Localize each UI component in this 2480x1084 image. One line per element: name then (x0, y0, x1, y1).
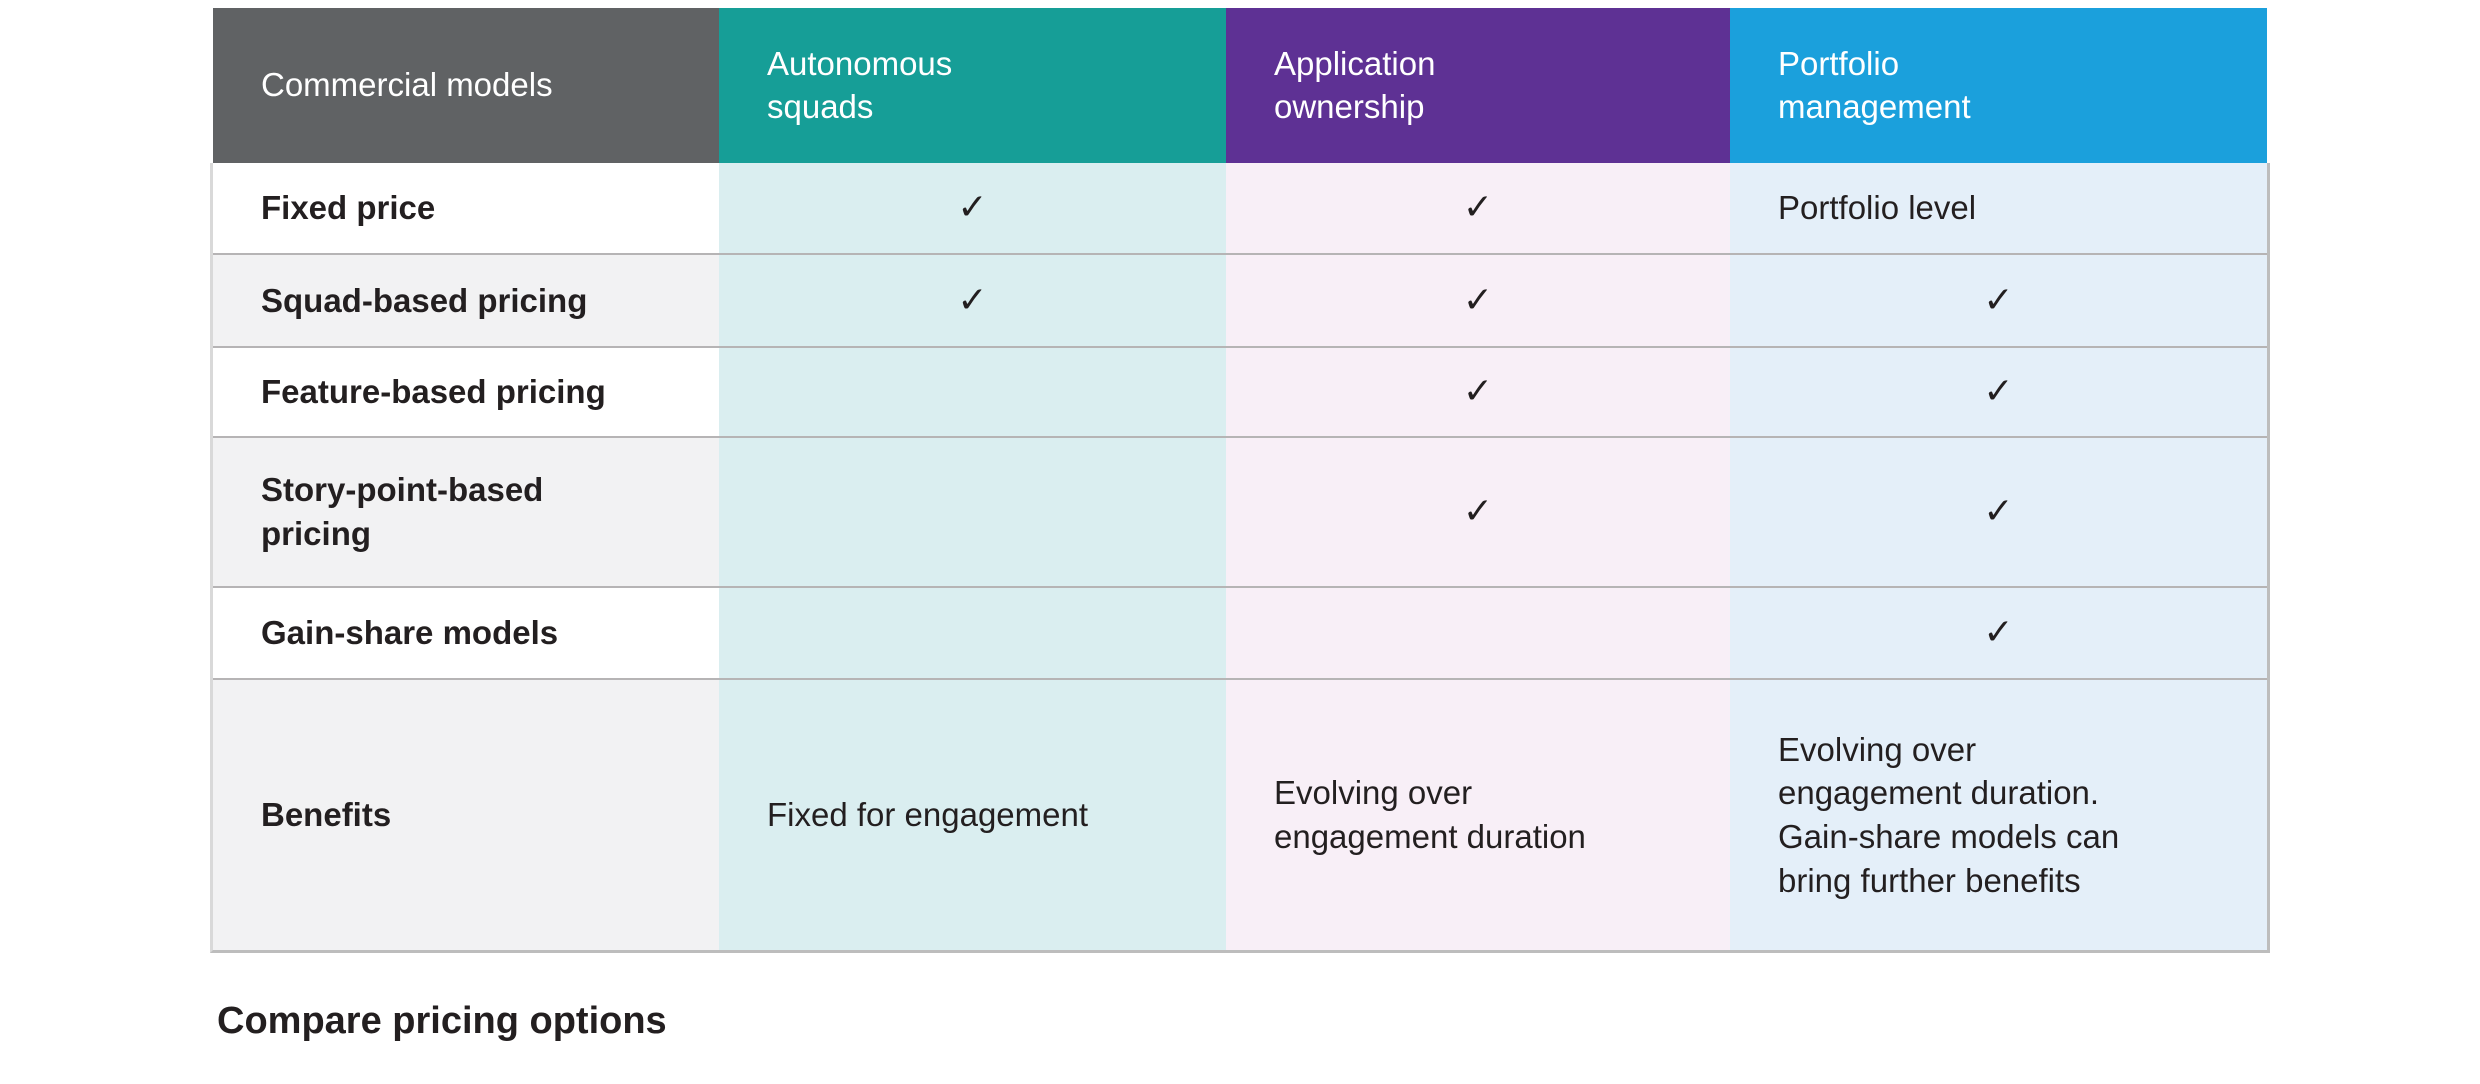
row-label-benefits: Benefits (213, 678, 719, 950)
check-cell: ✓ (1226, 253, 1730, 346)
check-cell: ✓ (1730, 253, 2267, 346)
check-cell: ✓ (1730, 586, 2267, 678)
check-cell: ✓ (1226, 346, 1730, 436)
column-header-application-ownership: Application ownership (1226, 8, 1730, 163)
empty-cell (1226, 586, 1730, 678)
text-cell-benefit-portfolio-management: Evolving over engagement duration. Gain-… (1730, 678, 2267, 950)
table-body: Fixed price ✓ ✓ Portfolio level Squad-ba… (210, 163, 2270, 953)
check-cell: ✓ (1730, 346, 2267, 436)
text-cell-portfolio-level: Portfolio level (1730, 163, 2267, 253)
check-cell: ✓ (1226, 436, 1730, 586)
pricing-comparison-table: Commercial models Autonomous squads Appl… (210, 8, 2270, 953)
check-cell: ✓ (1730, 436, 2267, 586)
check-cell: ✓ (719, 163, 1226, 253)
check-cell: ✓ (1226, 163, 1730, 253)
row-label-feature-based-pricing: Feature-based pricing (213, 346, 719, 436)
check-cell: ✓ (719, 253, 1226, 346)
row-label-squad-based-pricing: Squad-based pricing (213, 253, 719, 346)
row-label-fixed-price: Fixed price (213, 163, 719, 253)
column-header-autonomous-squads: Autonomous squads (719, 8, 1226, 163)
section-heading: Compare pricing options (217, 1000, 667, 1042)
column-header-commercial-models: Commercial models (213, 8, 719, 163)
empty-cell (719, 586, 1226, 678)
empty-cell (719, 436, 1226, 586)
text-cell-benefit-autonomous-squads: Fixed for engagement (719, 678, 1226, 950)
text-cell-benefit-application-ownership: Evolving over engagement duration (1226, 678, 1730, 950)
row-label-gain-share-models: Gain-share models (213, 586, 719, 678)
table-header-row: Commercial models Autonomous squads Appl… (213, 8, 2270, 163)
empty-cell (719, 346, 1226, 436)
row-label-story-point-based-pricing: Story-point-based pricing (213, 436, 719, 586)
column-header-portfolio-management: Portfolio management (1730, 8, 2267, 163)
